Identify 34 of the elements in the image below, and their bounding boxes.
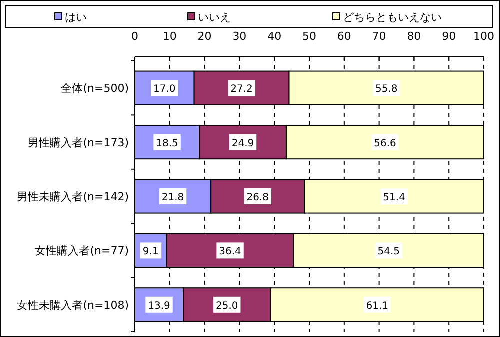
x-tick-label: 40 [268, 30, 282, 43]
x-tick-label: 10 [162, 30, 177, 43]
data-label: 27.2 [230, 84, 253, 96]
y-tick-label: 男性購入者(n=173) [28, 136, 129, 150]
legend-label: はい [65, 11, 87, 24]
y-tick-label: 女性購入者(n=77) [35, 244, 129, 258]
x-tick-label: 20 [198, 30, 212, 43]
y-tick-label: 女性未購入者(n=108) [17, 298, 129, 312]
data-label: 18.5 [156, 138, 178, 150]
legend-label: どちらともいえない [343, 11, 442, 24]
data-label: 55.8 [375, 84, 398, 96]
data-label: 17.0 [154, 84, 176, 96]
x-tick-label: 30 [232, 30, 247, 43]
data-label: 54.5 [378, 246, 400, 258]
data-label: 24.9 [232, 138, 254, 150]
x-tick-label: 100 [474, 30, 494, 43]
data-label: 21.8 [162, 192, 184, 204]
x-tick-label: 50 [302, 30, 316, 43]
legend-label: いいえ [198, 11, 231, 24]
x-tick-label: 80 [407, 30, 422, 43]
data-label: 9.1 [142, 246, 159, 258]
data-label: 51.4 [383, 192, 406, 204]
x-tick-label: 0 [132, 30, 138, 43]
data-label: 61.1 [366, 300, 389, 312]
x-tick-label: 70 [372, 30, 386, 43]
data-label: 25.0 [216, 300, 238, 312]
x-tick-label: 90 [442, 30, 456, 43]
data-label: 56.6 [374, 138, 396, 150]
data-label: 26.8 [246, 192, 269, 204]
data-label: 36.4 [219, 246, 242, 258]
y-tick-label: 全体(n=500) [61, 82, 129, 96]
x-tick-label: 60 [337, 30, 352, 43]
data-label: 13.9 [148, 300, 170, 312]
y-tick-label: 男性未購入者(n=142) [17, 190, 129, 204]
